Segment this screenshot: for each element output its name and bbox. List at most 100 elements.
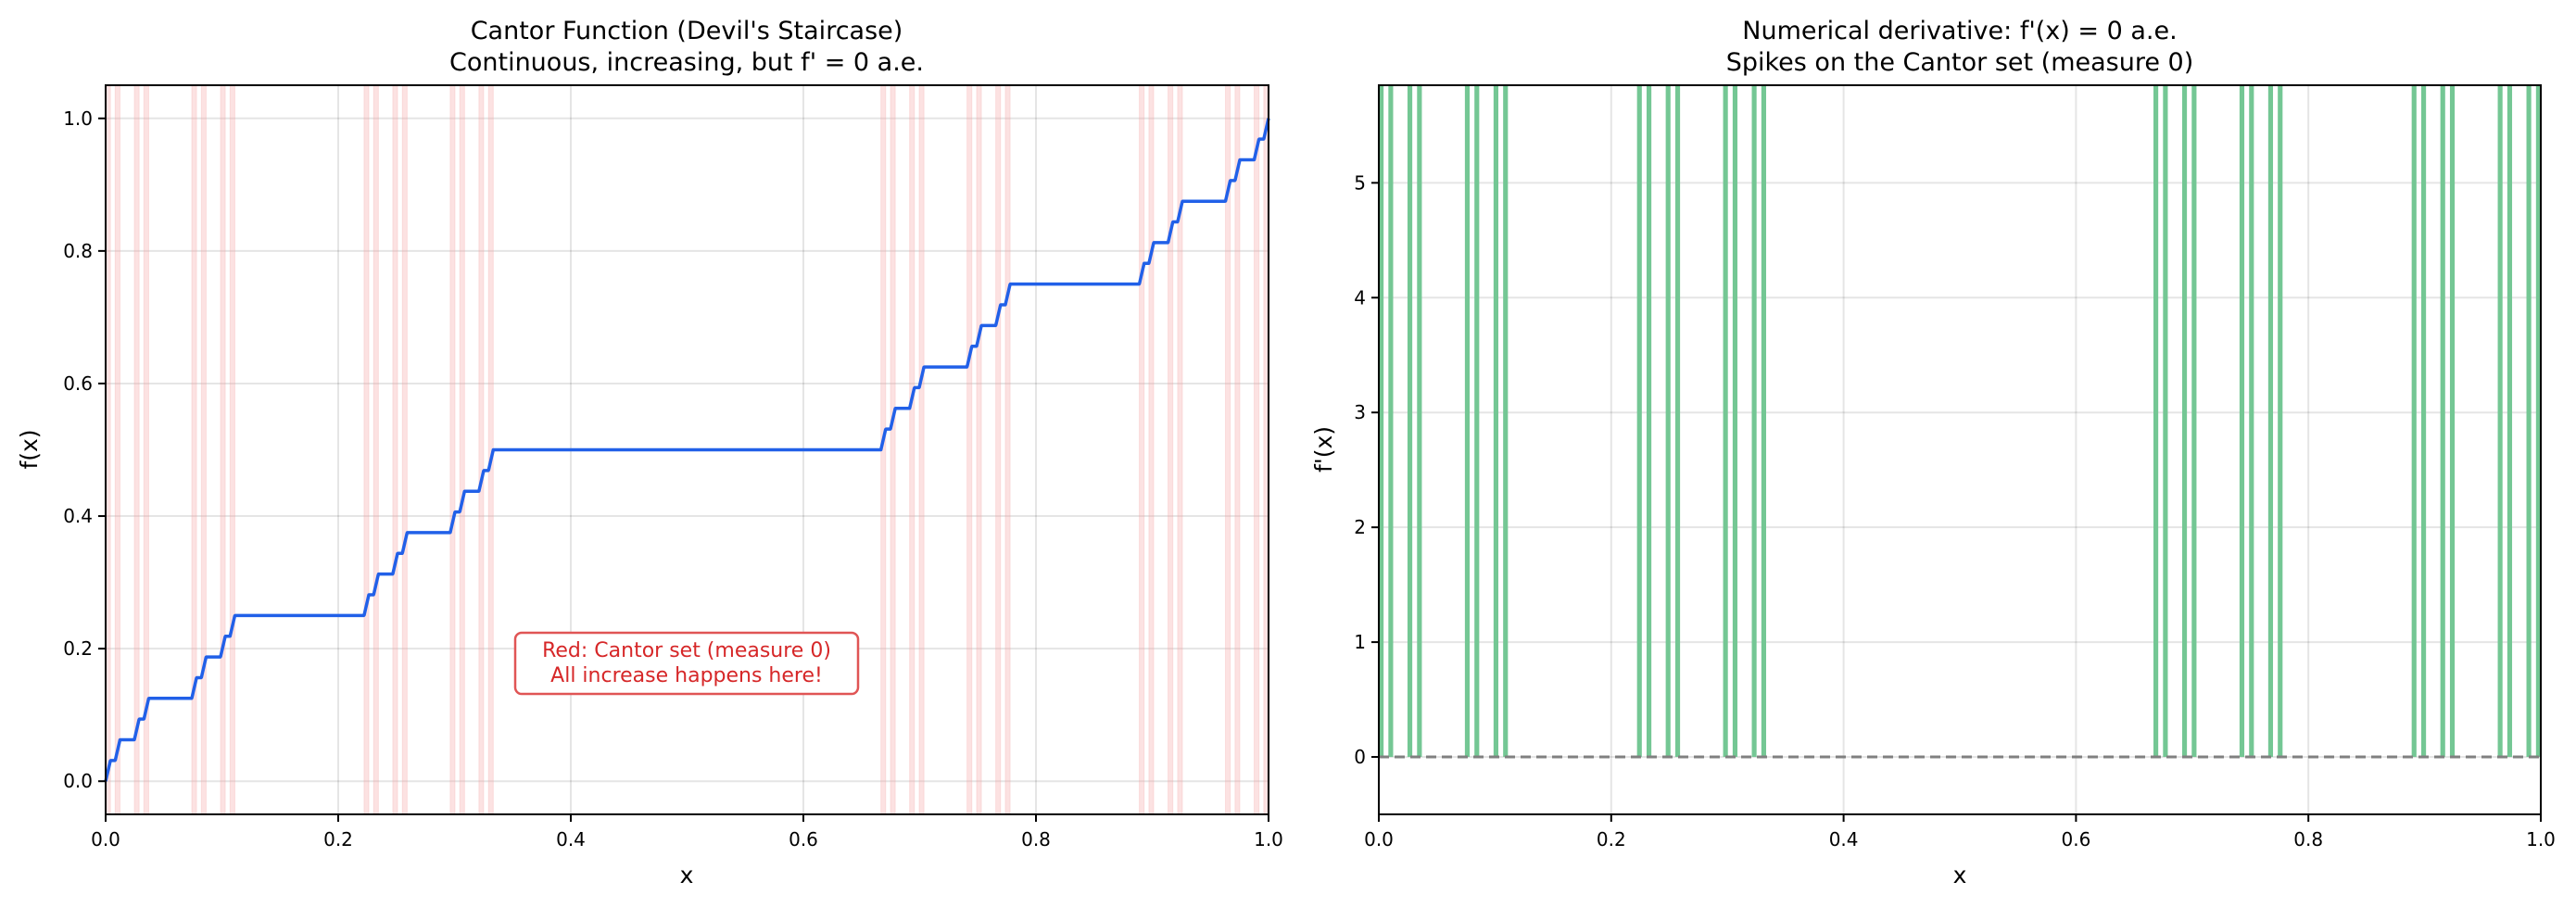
- cantor-set-band: [1139, 84, 1145, 815]
- x-tick-label: 0.8: [2293, 828, 2323, 850]
- x-tick-label: 1.0: [2526, 828, 2556, 850]
- derivative-spike: [2526, 85, 2532, 758]
- cantor-set-band: [1004, 84, 1011, 815]
- derivative-spike: [1732, 85, 1738, 758]
- grid: [1378, 85, 2542, 814]
- derivative-spike: [1474, 85, 1480, 758]
- cantor-set-band: [459, 84, 465, 815]
- annotation-frame: [513, 631, 860, 696]
- cantor-set-band: [392, 84, 398, 815]
- derivative-spike: [2181, 85, 2188, 758]
- cantor-set-band: [220, 84, 226, 815]
- x-tick-label: 0.0: [91, 828, 120, 850]
- cantor-set-band: [976, 84, 982, 815]
- derivative-spike: [2249, 85, 2254, 758]
- cantor-set-band: [200, 84, 207, 815]
- cantor-set-band: [995, 84, 1002, 815]
- y-tick-label: 3: [1354, 401, 1366, 423]
- cantor-set-band: [1168, 84, 1174, 815]
- cantor-set-band: [114, 84, 120, 815]
- derivative-spike: [1417, 85, 1422, 758]
- chart-title: Numerical derivative: f'(x) = 0 a.e.: [1742, 17, 2177, 45]
- chart-subtitle: Continuous, increasing, but f' = 0 a.e.: [449, 48, 924, 77]
- derivative-spike: [2440, 85, 2445, 758]
- x-axis-label: x: [1953, 862, 1967, 888]
- cantor-set-band: [890, 84, 896, 815]
- x-tick-label: 0.4: [556, 828, 586, 850]
- derivative-spike: [2507, 85, 2513, 758]
- chart-title: Cantor Function (Devil's Staircase): [471, 17, 903, 45]
- cantor-set-band: [1177, 84, 1183, 815]
- y-tick-label: 0.6: [63, 372, 93, 395]
- x-tick-label: 0.0: [1364, 828, 1394, 850]
- derivative-spike: [1636, 85, 1642, 758]
- x-tick-label: 0.2: [323, 828, 353, 850]
- derivative-spike: [2191, 85, 2197, 758]
- cantor-function-line: [104, 118, 1270, 782]
- derivative-spike: [1751, 85, 1757, 758]
- cantor-set-band: [478, 84, 485, 815]
- derivative-spike: [1464, 85, 1471, 758]
- y-tick-label: 5: [1354, 171, 1366, 194]
- y-tick-label: 2: [1354, 516, 1366, 538]
- y-tick-label: 0.0: [63, 770, 93, 792]
- cantor-set-band: [401, 84, 408, 815]
- x-tick-label: 1.0: [1254, 828, 1283, 850]
- derivative-spike: [1388, 85, 1394, 758]
- axes-frame: [1378, 84, 2542, 815]
- derivative-spike: [2153, 85, 2159, 758]
- cantor-function-chart: Cantor Function (Devil's Staircase) Cont…: [16, 17, 1283, 888]
- derivative-spike: [2278, 85, 2283, 758]
- cantor-set-band: [191, 84, 197, 815]
- y-tick-label: 1.0: [63, 107, 93, 130]
- series-layer: [104, 118, 1270, 782]
- cantor-set-band: [373, 84, 379, 815]
- cantor-set-band: [1148, 84, 1155, 815]
- derivative-spike: [2535, 85, 2541, 758]
- derivative-spike: [1761, 85, 1766, 758]
- ticks: 0.0 0.2 0.4 0.6 0.8 1.0 0.0 0.2 0.4 0.6 0.8 1.0: [63, 107, 1283, 850]
- x-tick-label: 0.4: [1829, 828, 1859, 850]
- derivative-spike: [1665, 85, 1671, 758]
- y-axis-label: f'(x): [1310, 426, 1337, 472]
- y-tick-label: 0.2: [63, 637, 93, 660]
- derivative-spike: [1493, 85, 1499, 758]
- axes-frame: [105, 84, 1269, 815]
- y-tick-label: 4: [1354, 286, 1366, 309]
- x-axis-label: x: [680, 862, 694, 888]
- derivative-spike: [2497, 85, 2503, 758]
- cantor-set-band: [229, 84, 235, 815]
- cantor-set-band: [918, 84, 925, 815]
- x-tick-label: 0.6: [789, 828, 818, 850]
- annotation-line-2: All increase happens here!: [550, 664, 823, 687]
- derivative-spike: [2267, 85, 2274, 758]
- chart-subtitle: Spikes on the Cantor set (measure 0): [1726, 48, 2194, 77]
- y-tick-label: 0.4: [63, 505, 93, 527]
- derivative-spike: [2411, 85, 2417, 758]
- cantor-set-band: [1234, 84, 1241, 815]
- cantor-set-band: [1254, 84, 1260, 815]
- derivative-spike: [1379, 85, 1384, 758]
- derivative-spike: [1646, 85, 1652, 758]
- derivative-spike: [2449, 85, 2456, 758]
- ticks: 0.0 0.2 0.4 0.6 0.8 1.0 0 1 2 3 4 5: [1354, 171, 2556, 850]
- x-tick-label: 0.8: [1021, 828, 1051, 850]
- derivative-spike: [1407, 85, 1413, 758]
- annotation-box: Red: Cantor set (measure 0) All increase…: [513, 631, 860, 696]
- annotation-line-1: Red: Cantor set (measure 0): [542, 639, 831, 662]
- y-tick-label: 1: [1354, 631, 1366, 653]
- derivative-spike: [1674, 85, 1681, 758]
- x-tick-label: 0.2: [1597, 828, 1626, 850]
- cantor-set-band: [363, 84, 370, 815]
- y-tick-label: 0.8: [63, 240, 93, 262]
- cantor-set-band: [909, 84, 915, 815]
- cantor-set-band: [966, 84, 973, 815]
- derivative-spike: [2420, 85, 2427, 758]
- derivative-spike: [2163, 85, 2168, 758]
- series-layer: [1379, 85, 2541, 758]
- y-axis-label: f(x): [16, 429, 43, 469]
- derivative-spike: [2239, 85, 2245, 758]
- derivative-spike: [1723, 85, 1728, 758]
- derivative-spike: [1503, 85, 1509, 758]
